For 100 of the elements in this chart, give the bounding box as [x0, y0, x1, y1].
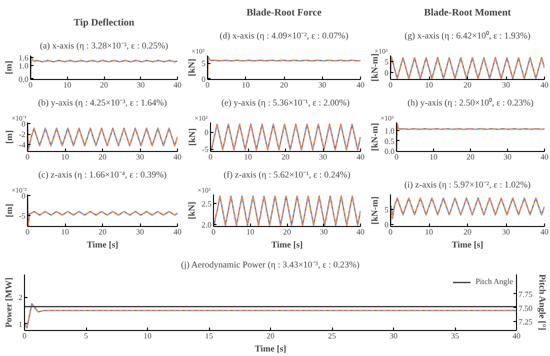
y-axis-title: [kN] [186, 128, 197, 146]
y-tick-label: 5 [202, 59, 206, 68]
y-tick-label: -5 [202, 145, 209, 154]
line-series [390, 56, 544, 80]
x-tick-label: 20 [282, 152, 290, 162]
x-tick-label: 20 [98, 152, 106, 162]
y-tick-label: 1 [18, 320, 22, 329]
chart-title: Tip Deflection [74, 18, 135, 28]
chart-subtitle: (g) x-axis (η : 6.42×10⁰, ε : 1.93%) [404, 30, 531, 40]
y-axis-title: Power [MW] [4, 278, 14, 328]
chart-title: (c) z-axis (η : 1.66×10⁻⁴, ε : 0.39%) [38, 170, 167, 180]
x-tick-label: 30 [504, 152, 512, 162]
x-tick-label: 20 [98, 228, 106, 236]
chart-title: (f) z-axis (η : 5.62×10⁻¹, ε : 0.24%) [224, 170, 350, 180]
x-tick-label: 30 [502, 228, 510, 236]
y-tick-label: 2.5 [202, 200, 212, 209]
x-tick-label: 40 [540, 228, 548, 236]
x-tick-label: 10 [63, 80, 72, 90]
y-tick-label: 0.5 [384, 136, 394, 146]
y-axis-title: [kN-m] [370, 122, 380, 151]
legend-label: Pitch Angle [475, 277, 513, 286]
y-axis-title: [kN-m] [370, 196, 380, 224]
x-tick-label: 40 [174, 152, 182, 162]
x-tick-label: 30 [136, 228, 144, 236]
chart-subtitle: (d) x-axis (η : 4.09×10⁻², ε : 0.07%) [220, 30, 348, 40]
y-axis-title: [m] [4, 204, 14, 218]
x-tick-label: 10 [425, 228, 433, 236]
x-tick-label: 10 [242, 80, 250, 90]
x-tick-label: 30 [136, 80, 145, 90]
y-axis-title: [m] [4, 60, 14, 74]
x-axis-title: Time [s] [452, 240, 484, 250]
y-tick-label: -2 [18, 130, 26, 140]
y-tick-label: 0 [22, 192, 26, 201]
y-tick-label: 2.0 [202, 220, 212, 230]
y-tick-label: 0 [384, 68, 388, 78]
x-tick-label: 20 [283, 228, 291, 236]
x-tick-label: 20 [464, 80, 472, 90]
y-tick-label: 2 [18, 293, 22, 302]
x-tick-label: 30 [320, 228, 328, 236]
line-series [210, 124, 360, 151]
x-tick-label: 30 [390, 332, 398, 340]
x-tick-label: 35 [451, 332, 459, 340]
x-tick-label: 30 [136, 152, 144, 162]
y-tick-label: 5 [384, 205, 388, 214]
chart-title: Blade-Root Force [246, 8, 322, 18]
x-tick-label: 30 [318, 80, 326, 90]
x-tick-label: 10 [246, 228, 254, 236]
x-tick-label: 40 [540, 152, 548, 162]
y-axis-title: [kN-m] [370, 53, 380, 82]
x-tick-label: 40 [356, 228, 364, 236]
x-tick-label: 40 [356, 152, 364, 162]
chart-title: (h) y-axis (η : 2.50×10⁰, ε : 0.23%) [407, 98, 534, 108]
x-tick-label: 30 [319, 152, 327, 162]
line-series [214, 196, 360, 226]
y-tick-label: 0 [384, 220, 388, 230]
x-axis-title: Time [s] [86, 240, 118, 250]
y-tick-label: 1.0 [384, 126, 394, 136]
x-tick-label: 40 [512, 332, 520, 340]
y-axis-title: [kN] [186, 202, 196, 220]
y-tick-label: 0 [204, 128, 208, 138]
y-tick-label: -4 [18, 140, 26, 150]
x-tick-label: 10 [144, 332, 152, 340]
x-tick-label: 10 [425, 80, 433, 90]
chart-title: (b) y-axis (η : 4.25×10⁻³, ε : 1.64%) [38, 98, 167, 108]
x-tick-label: 25 [328, 332, 336, 340]
x-tick-label: 10 [61, 152, 69, 162]
y-tick-label: 1.0 [18, 62, 28, 70]
chart-title: (j) Aerodynamic Power (η : 3.43×10⁻³, ε : 0.23%) [181, 260, 360, 270]
x-tick-label: 20 [280, 80, 288, 90]
y-axis-title: [m] [4, 130, 14, 144]
y-tick-label: 0.0 [18, 74, 28, 84]
y2-tick-label: 7.50 [518, 304, 532, 313]
x-axis-title: Time [s] [271, 240, 303, 250]
y-tick-label: 0.0 [384, 147, 394, 156]
x-tick-label: 20 [464, 228, 472, 236]
chart-title: (e) y-axis (η : 5.36×10⁻¹, ε : 2.00%) [221, 98, 350, 108]
y-tick-label: -5 [18, 211, 26, 220]
x-tick-label: 20 [466, 152, 474, 162]
x-tick-label: 5 [84, 332, 88, 340]
x-axis-title: Time [s] [254, 344, 286, 354]
x-tick-label: 40 [356, 80, 364, 90]
x-tick-label: 30 [502, 80, 510, 90]
x-tick-label: 20 [100, 80, 108, 90]
x-tick-label: 40 [174, 80, 182, 90]
y-tick-label: 1.6 [18, 54, 28, 62]
y-tick-label: 5 [384, 58, 388, 67]
y-tick-label: 0 [22, 120, 26, 129]
y2-tick-label: 7.25 [518, 318, 532, 327]
chart-subtitle: (a) x-axis (η : 3.28×10⁻³, ε : 0.25%) [40, 40, 168, 50]
x-tick-label: 15 [205, 332, 213, 340]
y2-tick-label: 7.75 [518, 290, 532, 299]
x-tick-label: 20 [266, 332, 274, 340]
y-axis-title: [kN] [186, 58, 196, 76]
x-tick-label: 10 [430, 152, 438, 162]
y2-axis-title: Pitch Angle [°] [538, 274, 548, 330]
line-series [24, 303, 516, 328]
chart-title: Blade-Root Moment [424, 8, 512, 18]
chart-title: (i) z-axis (η : 5.97×10⁻², ε : 1.02%) [404, 180, 531, 190]
x-tick-label: 10 [244, 152, 252, 162]
x-tick-label: 40 [174, 228, 182, 236]
